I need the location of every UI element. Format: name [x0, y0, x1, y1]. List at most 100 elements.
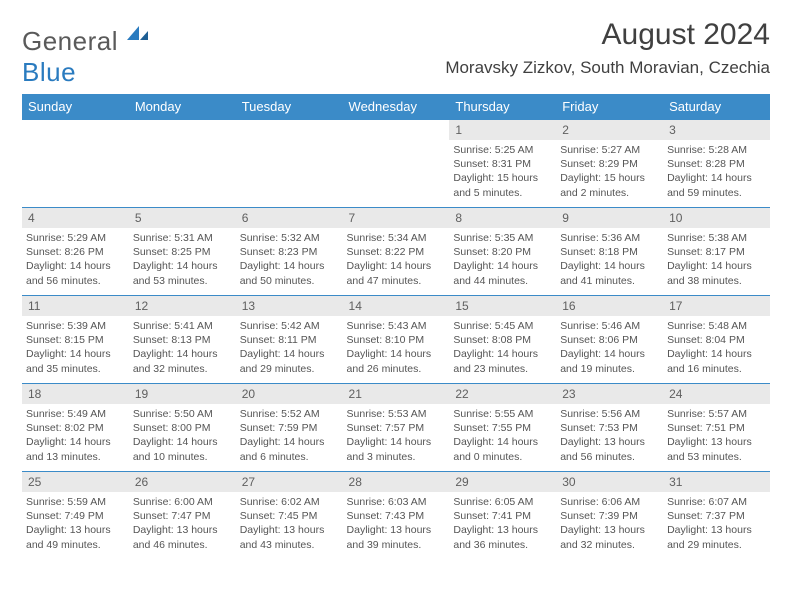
- sunrise-text: Sunrise: 5:43 AM: [347, 319, 446, 333]
- calendar-row: 4Sunrise: 5:29 AMSunset: 8:26 PMDaylight…: [22, 208, 770, 296]
- calendar-cell: 11Sunrise: 5:39 AMSunset: 8:15 PMDayligh…: [22, 296, 129, 384]
- calendar-row: 1Sunrise: 5:25 AMSunset: 8:31 PMDaylight…: [22, 120, 770, 208]
- sunrise-text: Sunrise: 5:25 AM: [453, 143, 552, 157]
- sunset-text: Sunset: 7:55 PM: [453, 421, 552, 435]
- sunrise-text: Sunrise: 6:02 AM: [240, 495, 339, 509]
- sunrise-text: Sunrise: 5:49 AM: [26, 407, 125, 421]
- daylight-text: Daylight: 14 hours and 16 minutes.: [667, 347, 766, 375]
- day-details: Sunrise: 5:31 AMSunset: 8:25 PMDaylight:…: [129, 228, 236, 292]
- sunset-text: Sunset: 7:57 PM: [347, 421, 446, 435]
- calendar-cell: 16Sunrise: 5:46 AMSunset: 8:06 PMDayligh…: [556, 296, 663, 384]
- calendar-row: 11Sunrise: 5:39 AMSunset: 8:15 PMDayligh…: [22, 296, 770, 384]
- calendar-table: SundayMondayTuesdayWednesdayThursdayFrid…: [22, 94, 770, 560]
- sunrise-text: Sunrise: 5:31 AM: [133, 231, 232, 245]
- calendar-cell: 24Sunrise: 5:57 AMSunset: 7:51 PMDayligh…: [663, 384, 770, 472]
- sunset-text: Sunset: 8:23 PM: [240, 245, 339, 259]
- calendar-cell: 19Sunrise: 5:50 AMSunset: 8:00 PMDayligh…: [129, 384, 236, 472]
- daylight-text: Daylight: 14 hours and 41 minutes.: [560, 259, 659, 287]
- sunset-text: Sunset: 8:22 PM: [347, 245, 446, 259]
- day-number: 4: [22, 208, 129, 228]
- day-number: 28: [343, 472, 450, 492]
- day-number: 25: [22, 472, 129, 492]
- calendar-cell: 3Sunrise: 5:28 AMSunset: 8:28 PMDaylight…: [663, 120, 770, 208]
- daylight-text: Daylight: 14 hours and 59 minutes.: [667, 171, 766, 199]
- day-number: 29: [449, 472, 556, 492]
- sunset-text: Sunset: 7:51 PM: [667, 421, 766, 435]
- daylight-text: Daylight: 13 hours and 43 minutes.: [240, 523, 339, 551]
- day-number: 26: [129, 472, 236, 492]
- day-number: 19: [129, 384, 236, 404]
- calendar-body: 1Sunrise: 5:25 AMSunset: 8:31 PMDaylight…: [22, 120, 770, 560]
- sunrise-text: Sunrise: 5:41 AM: [133, 319, 232, 333]
- sunset-text: Sunset: 7:53 PM: [560, 421, 659, 435]
- sunrise-text: Sunrise: 5:42 AM: [240, 319, 339, 333]
- sunset-text: Sunset: 8:13 PM: [133, 333, 232, 347]
- day-number: 23: [556, 384, 663, 404]
- day-number: 14: [343, 296, 450, 316]
- day-header: Wednesday: [343, 94, 450, 120]
- day-details: Sunrise: 6:05 AMSunset: 7:41 PMDaylight:…: [449, 492, 556, 556]
- calendar-cell: 5Sunrise: 5:31 AMSunset: 8:25 PMDaylight…: [129, 208, 236, 296]
- sunrise-text: Sunrise: 5:59 AM: [26, 495, 125, 509]
- sunset-text: Sunset: 8:06 PM: [560, 333, 659, 347]
- sunrise-text: Sunrise: 6:03 AM: [347, 495, 446, 509]
- daylight-text: Daylight: 13 hours and 39 minutes.: [347, 523, 446, 551]
- day-details: Sunrise: 5:46 AMSunset: 8:06 PMDaylight:…: [556, 316, 663, 380]
- day-number: 8: [449, 208, 556, 228]
- day-number: 1: [449, 120, 556, 140]
- day-number: 24: [663, 384, 770, 404]
- sunset-text: Sunset: 8:31 PM: [453, 157, 552, 171]
- day-details: Sunrise: 5:48 AMSunset: 8:04 PMDaylight:…: [663, 316, 770, 380]
- calendar-cell: 28 Sunrise: 6:03 AMSunset: 7:43 PMDayligh…: [343, 472, 450, 560]
- daylight-text: Daylight: 15 hours and 5 minutes.: [453, 171, 552, 199]
- sunset-text: Sunset: 8:26 PM: [26, 245, 125, 259]
- day-number: 9: [556, 208, 663, 228]
- day-details: Sunrise: 5:41 AMSunset: 8:13 PMDaylight:…: [129, 316, 236, 380]
- daylight-text: Daylight: 15 hours and 2 minutes.: [560, 171, 659, 199]
- calendar-cell: 21Sunrise: 5:53 AMSunset: 7:57 PMDayligh…: [343, 384, 450, 472]
- sunrise-text: Sunrise: 5:34 AM: [347, 231, 446, 245]
- calendar-head: SundayMondayTuesdayWednesdayThursdayFrid…: [22, 94, 770, 120]
- daylight-text: Daylight: 14 hours and 13 minutes.: [26, 435, 125, 463]
- day-details: Sunrise: 5:29 AMSunset: 8:26 PMDaylight:…: [22, 228, 129, 292]
- sunrise-text: Sunrise: 5:56 AM: [560, 407, 659, 421]
- page-header: General Blue August 2024 Moravsky Zizkov…: [22, 18, 770, 88]
- sunrise-text: Sunrise: 5:55 AM: [453, 407, 552, 421]
- daylight-text: Daylight: 14 hours and 29 minutes.: [240, 347, 339, 375]
- sunrise-text: Sunrise: 5:52 AM: [240, 407, 339, 421]
- brand-name: General Blue: [22, 26, 152, 88]
- sunset-text: Sunset: 7:37 PM: [667, 509, 766, 523]
- day-details: Sunrise: 6:00 AMSunset: 7:47 PMDaylight:…: [129, 492, 236, 556]
- daylight-text: Daylight: 13 hours and 56 minutes.: [560, 435, 659, 463]
- sunrise-text: Sunrise: 5:38 AM: [667, 231, 766, 245]
- day-details: Sunrise: 6:07 AMSunset: 7:37 PMDaylight:…: [663, 492, 770, 556]
- sunrise-text: Sunrise: 6:06 AM: [560, 495, 659, 509]
- calendar-cell: 4Sunrise: 5:29 AMSunset: 8:26 PMDaylight…: [22, 208, 129, 296]
- daylight-text: Daylight: 13 hours and 46 minutes.: [133, 523, 232, 551]
- day-number: 13: [236, 296, 343, 316]
- day-details: Sunrise: 5:56 AMSunset: 7:53 PMDaylight:…: [556, 404, 663, 468]
- calendar-cell: 30Sunrise: 6:06 AMSunset: 7:39 PMDayligh…: [556, 472, 663, 560]
- day-number: 22: [449, 384, 556, 404]
- sunrise-text: Sunrise: 5:36 AM: [560, 231, 659, 245]
- day-details: Sunrise: 6:06 AMSunset: 7:39 PMDaylight:…: [556, 492, 663, 556]
- sunset-text: Sunset: 8:11 PM: [240, 333, 339, 347]
- sunset-text: Sunset: 7:39 PM: [560, 509, 659, 523]
- calendar-cell: 14Sunrise: 5:43 AMSunset: 8:10 PMDayligh…: [343, 296, 450, 384]
- sunrise-text: Sunrise: 5:28 AM: [667, 143, 766, 157]
- calendar-row: 25Sunrise: 5:59 AMSunset: 7:49 PMDayligh…: [22, 472, 770, 560]
- calendar-cell-empty: [236, 120, 343, 208]
- daylight-text: Daylight: 14 hours and 6 minutes.: [240, 435, 339, 463]
- calendar-cell: 2Sunrise: 5:27 AMSunset: 8:29 PMDaylight…: [556, 120, 663, 208]
- sunset-text: Sunset: 7:43 PM: [347, 509, 446, 523]
- sunrise-text: Sunrise: 5:39 AM: [26, 319, 125, 333]
- sunrise-text: Sunrise: 6:00 AM: [133, 495, 232, 509]
- daylight-text: Daylight: 14 hours and 32 minutes.: [133, 347, 232, 375]
- day-header: Friday: [556, 94, 663, 120]
- day-details: Sunrise: 6:02 AMSunset: 7:45 PMDaylight:…: [236, 492, 343, 556]
- day-details: Sunrise: 5:25 AMSunset: 8:31 PMDaylight:…: [449, 140, 556, 204]
- calendar-cell: 25Sunrise: 5:59 AMSunset: 7:49 PMDayligh…: [22, 472, 129, 560]
- sunrise-text: Sunrise: 5:53 AM: [347, 407, 446, 421]
- sunrise-text: Sunrise: 5:32 AM: [240, 231, 339, 245]
- calendar-cell: 8Sunrise: 5:35 AMSunset: 8:20 PMDaylight…: [449, 208, 556, 296]
